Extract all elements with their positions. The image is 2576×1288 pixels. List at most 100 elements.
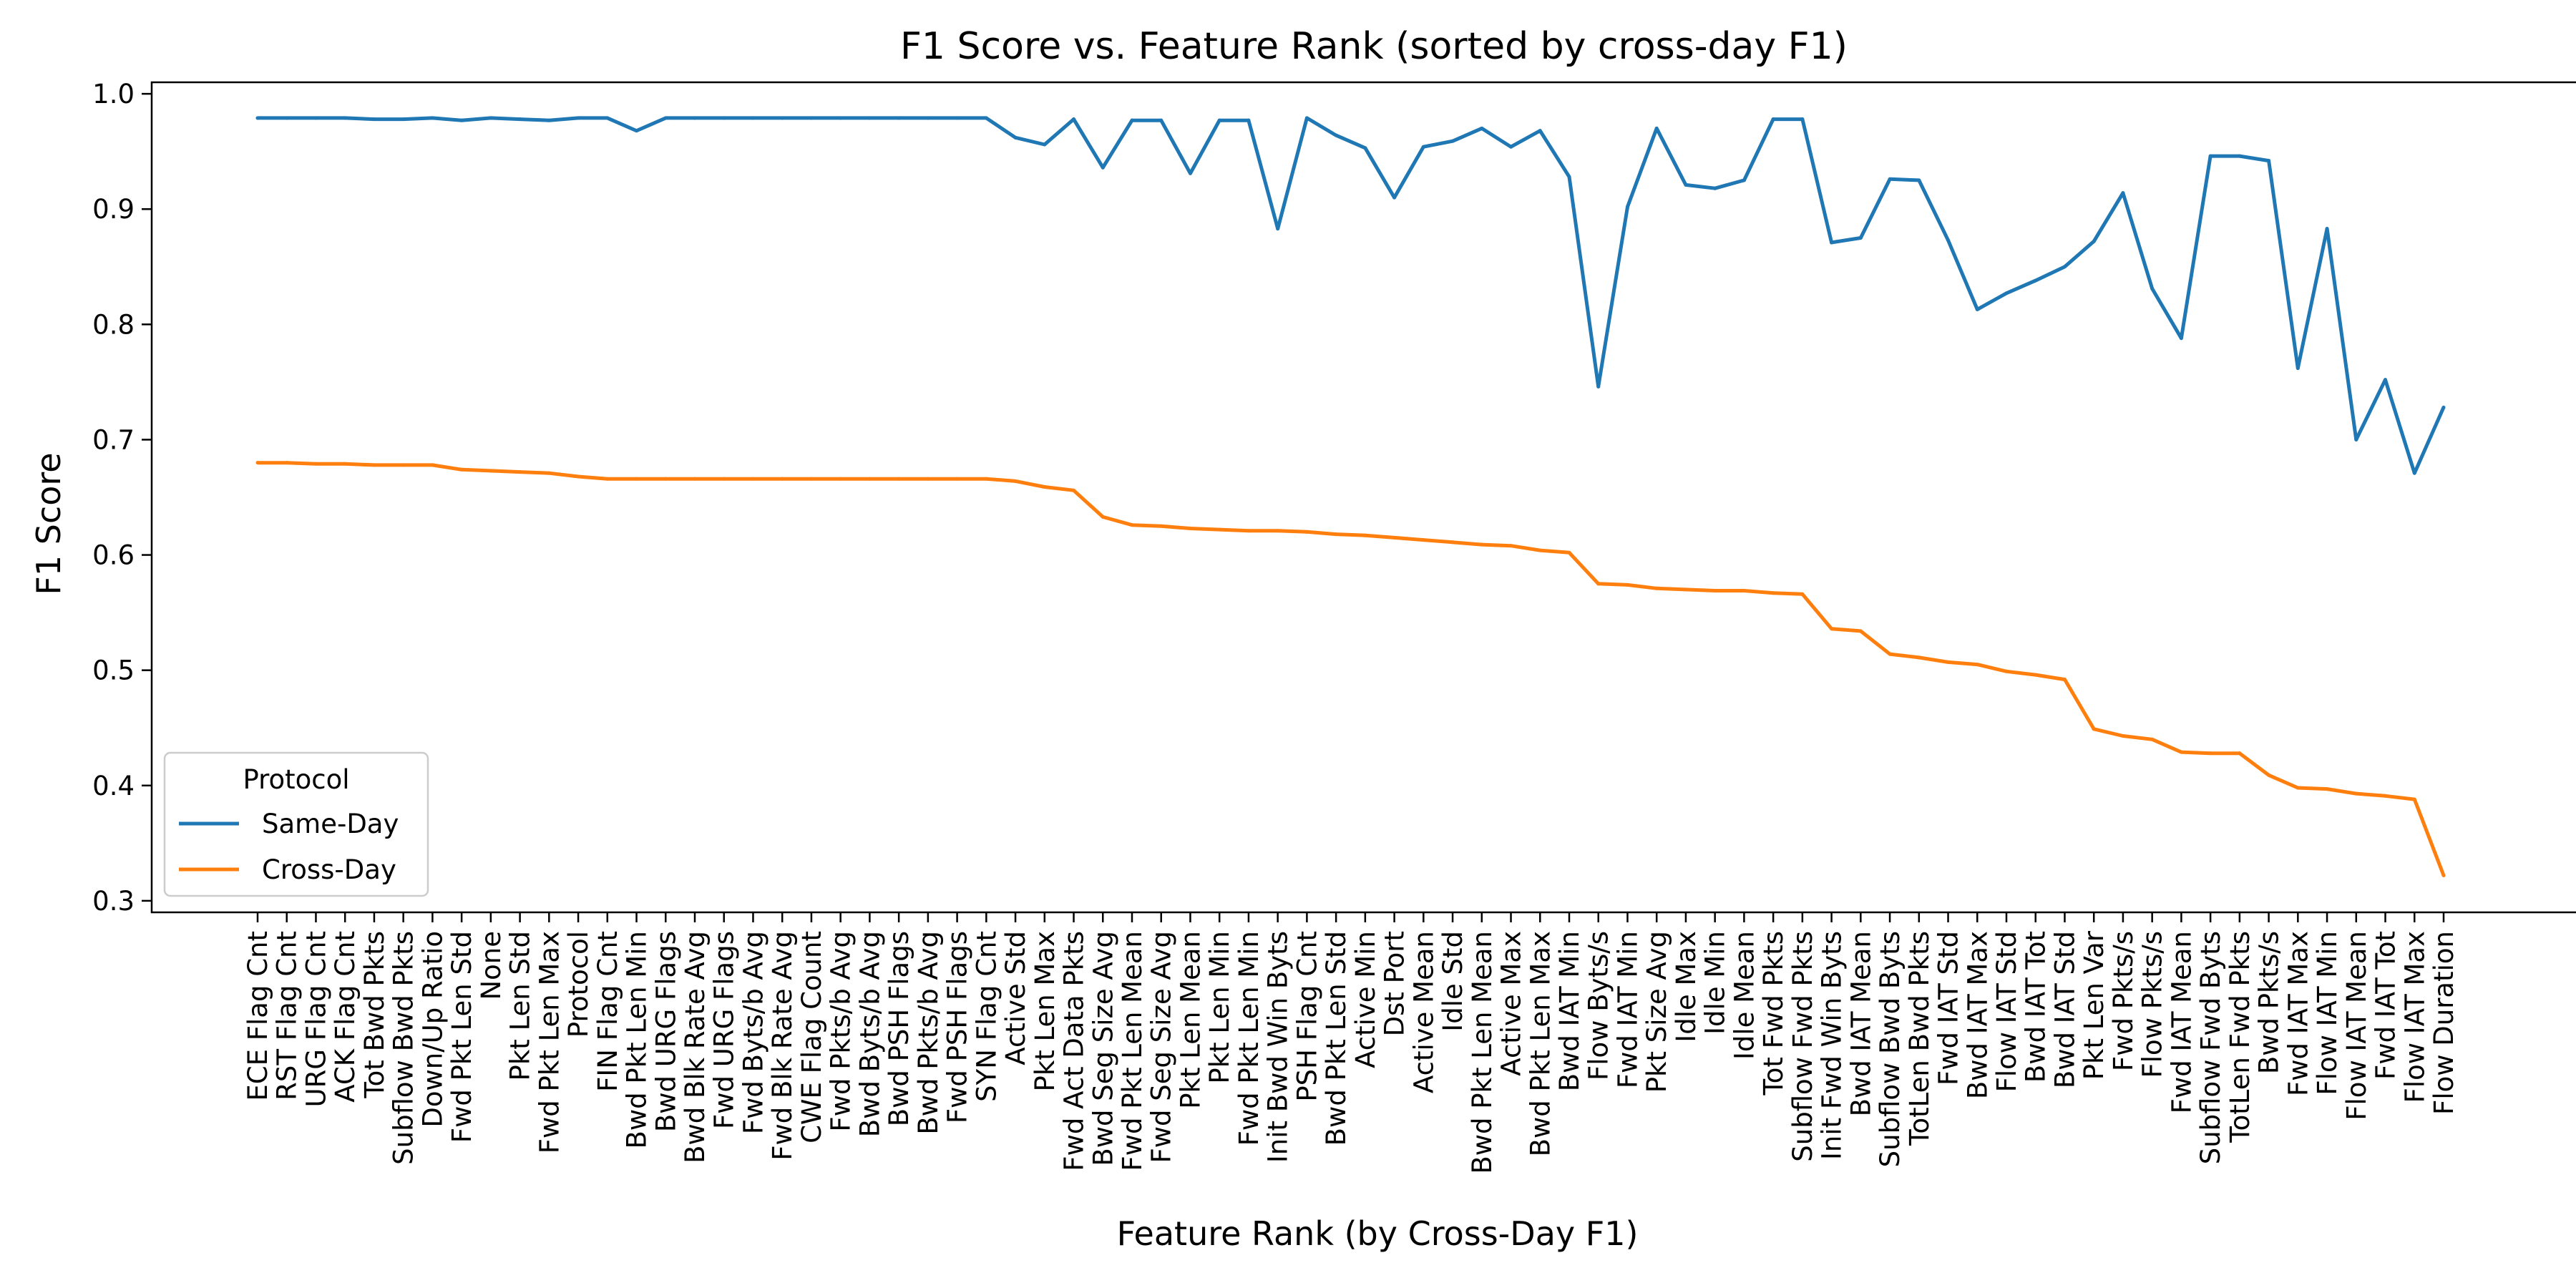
- y-axis-title: F1 Score: [29, 452, 68, 595]
- x-tick-label-bwd-seg-size-avg: Bwd Seg Size Avg: [1088, 931, 1118, 1166]
- x-tick-label-fwd-pkt-len-std: Fwd Pkt Len Std: [447, 931, 477, 1143]
- x-tick-label-bwd-byts-b-avg: Bwd Byts/b Avg: [854, 931, 885, 1137]
- data-point-same-day: [2092, 239, 2096, 243]
- data-point-cross-day: [1975, 663, 1979, 667]
- x-tick-label-bwd-psh-flags: Bwd PSH Flags: [884, 931, 914, 1126]
- data-point-same-day: [2004, 291, 2009, 296]
- x-tick-label-ece-flag-cnt: ECE Flag Cnt: [243, 931, 273, 1101]
- data-point-cross-day: [1334, 532, 1338, 537]
- x-tick-label-pkt-len-std: Pkt Len Std: [505, 931, 536, 1080]
- data-point-same-day: [459, 118, 464, 122]
- x-tick-label-tot-bwd-pkts: Tot Bwd Pkts: [359, 931, 390, 1099]
- data-point-same-day: [2384, 378, 2388, 382]
- data-point-same-day: [1334, 133, 1338, 137]
- data-point-same-day: [955, 116, 960, 120]
- x-tick-label-bwd-pkts-b-avg: Bwd Pkts/b Avg: [913, 931, 944, 1135]
- x-tick-label-subflow-fwd-pkts: Subflow Fwd Pkts: [1787, 931, 1818, 1162]
- x-tick-label-bwd-iat-mean: Bwd IAT Mean: [1845, 931, 1876, 1116]
- data-point-cross-day: [1101, 514, 1105, 519]
- x-tick-label-subflow-bwd-byts: Subflow Bwd Byts: [1875, 931, 1906, 1167]
- x-tick-label-active-max: Active Max: [1496, 931, 1527, 1076]
- plot-frame: [150, 81, 2576, 914]
- data-point-cross-day: [751, 477, 755, 481]
- x-tick-label-fwd-psh-flags: Fwd PSH Flags: [942, 931, 973, 1123]
- data-point-same-day: [1188, 171, 1192, 175]
- x-tick-label-flow-iat-max: Flow IAT Max: [2399, 931, 2430, 1103]
- data-point-same-day: [751, 116, 755, 120]
- data-point-cross-day: [809, 477, 814, 481]
- data-point-cross-day: [1363, 533, 1367, 537]
- data-point-same-day: [1684, 182, 1688, 187]
- x-tick-label-pkt-len-mean: Pkt Len Mean: [1175, 931, 1206, 1109]
- data-point-same-day: [1625, 205, 1629, 209]
- data-point-cross-day: [2004, 669, 2009, 673]
- data-point-cross-day: [1159, 524, 1163, 528]
- data-point-same-day: [1130, 118, 1134, 122]
- data-point-same-day: [547, 118, 551, 122]
- data-point-cross-day: [1538, 548, 1542, 552]
- legend-label-cross-day: Cross-Day: [262, 854, 396, 885]
- data-point-cross-day: [1450, 540, 1455, 545]
- data-point-cross-day: [955, 477, 960, 481]
- x-tick-label-fwd-blk-rate-avg: Fwd Blk Rate Avg: [767, 931, 798, 1161]
- data-point-same-day: [984, 116, 988, 120]
- data-point-same-day: [1538, 129, 1542, 133]
- data-point-cross-day: [1130, 523, 1134, 527]
- x-tick-label-syn-flag-cnt: SYN Flag Cnt: [971, 931, 1002, 1102]
- data-point-same-day: [1509, 145, 1513, 149]
- data-point-same-day: [2034, 278, 2038, 283]
- x-tick-label-bwd-blk-rate-avg: Bwd Blk Rate Avg: [680, 931, 711, 1163]
- series-line-cross-day: [258, 461, 2446, 877]
- data-point-cross-day: [1188, 527, 1192, 530]
- data-point-same-day: [255, 116, 260, 120]
- data-point-cross-day: [2238, 751, 2242, 756]
- data-point-cross-day: [2325, 787, 2329, 791]
- data-point-same-day: [489, 116, 493, 120]
- data-point-cross-day: [1304, 530, 1309, 534]
- data-point-same-day: [1946, 238, 1951, 243]
- data-point-cross-day: [663, 477, 668, 481]
- data-point-cross-day: [605, 477, 610, 481]
- data-point-cross-day: [780, 477, 784, 481]
- x-tick-label-flow-iat-mean: Flow IAT Mean: [2341, 931, 2372, 1121]
- data-point-same-day: [576, 116, 580, 120]
- data-point-same-day: [1830, 240, 1834, 245]
- data-point-cross-day: [255, 461, 260, 465]
- data-point-cross-day: [1713, 589, 1717, 592]
- x-tick-label-fwd-iat-max: Fwd IAT Max: [2283, 931, 2313, 1096]
- data-point-cross-day: [2354, 791, 2358, 796]
- x-axis-title: Feature Rank (by Cross-Day F1): [1117, 1214, 1639, 1253]
- data-point-cross-day: [2121, 734, 2125, 738]
- data-point-same-day: [722, 116, 726, 120]
- data-point-same-day: [1363, 146, 1367, 150]
- x-tick-label-pkt-len-min: Pkt Len Min: [1204, 931, 1235, 1084]
- data-point-cross-day: [2092, 727, 2096, 731]
- x-tick-label-active-mean: Active Mean: [1408, 931, 1439, 1093]
- data-point-cross-day: [285, 461, 289, 465]
- data-point-same-day: [1159, 118, 1163, 122]
- x-tick-label-totlen-fwd-pkts: TotLen Fwd Pkts: [2225, 931, 2255, 1143]
- data-point-cross-day: [1917, 655, 1921, 660]
- y-tick-label: 0.8: [92, 309, 135, 340]
- x-tick-label-bwd-iat-max: Bwd IAT Max: [1962, 931, 1993, 1099]
- data-point-cross-day: [343, 462, 347, 466]
- data-point-cross-day: [1043, 485, 1047, 489]
- data-point-cross-day: [1742, 589, 1746, 592]
- data-point-same-day: [1917, 178, 1921, 182]
- data-point-same-day: [1975, 307, 1979, 311]
- data-point-cross-day: [518, 470, 522, 474]
- x-tick-label-fwd-urg-flags: Fwd URG Flags: [709, 931, 740, 1129]
- x-tick-label-cwe-flag-count: CWE Flag Count: [796, 931, 827, 1143]
- data-point-cross-day: [1567, 550, 1571, 555]
- data-point-same-day: [518, 117, 522, 122]
- data-point-cross-day: [1830, 627, 1834, 631]
- data-point-cross-day: [1217, 527, 1221, 532]
- data-point-same-day: [1742, 178, 1746, 182]
- data-point-same-day: [2150, 286, 2155, 291]
- data-point-same-day: [780, 116, 784, 120]
- x-tick-label-fwd-pkt-len-mean: Fwd Pkt Len Mean: [1117, 931, 1148, 1171]
- x-tick-label-bwd-urg-flags: Bwd URG Flags: [650, 931, 681, 1132]
- data-point-cross-day: [2034, 673, 2038, 677]
- data-point-cross-day: [1946, 660, 1951, 664]
